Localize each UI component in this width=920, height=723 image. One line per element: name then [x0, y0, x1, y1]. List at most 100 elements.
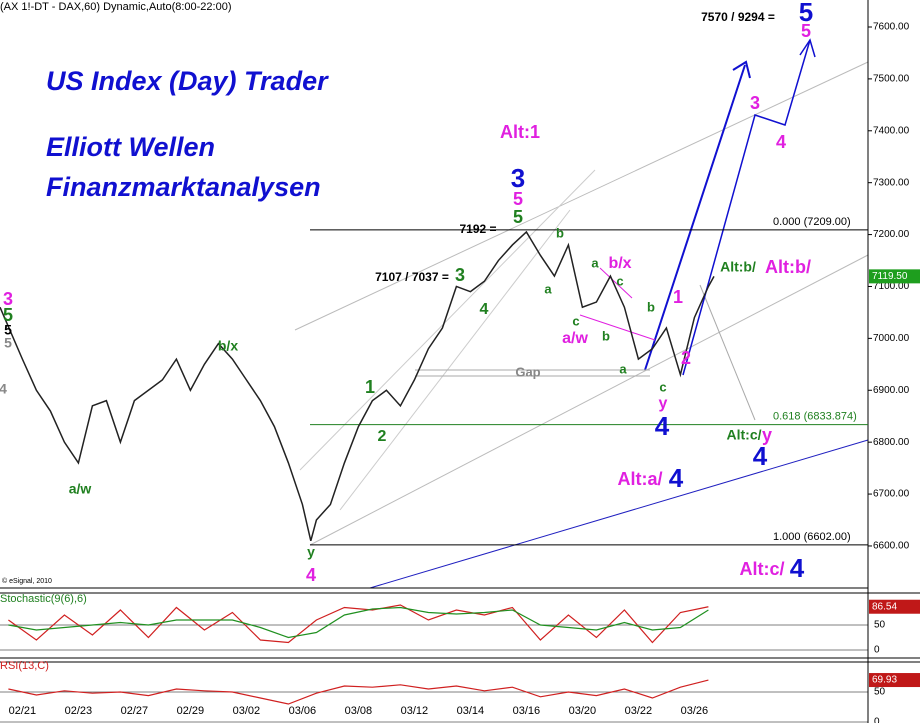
wave-label: a: [544, 281, 552, 296]
wave-label: 7107 / 7037 =: [375, 270, 449, 284]
price-line: [0, 230, 715, 541]
wave-label: b: [647, 299, 655, 314]
wave-label: b: [602, 328, 610, 343]
wave-label: a/w: [69, 481, 92, 497]
wave-label: 5: [513, 189, 523, 209]
x-tick-label: 03/14: [457, 705, 485, 717]
y-tick-label: 7200.00: [873, 229, 910, 240]
x-tick-label: 03/16: [513, 705, 541, 717]
wave-label: Alt:c/: [740, 559, 785, 579]
arrow-head: [732, 60, 751, 79]
x-tick-label: 02/27: [121, 705, 149, 717]
y-tick-label: 6600.00: [873, 541, 910, 552]
x-tick-label: 02/29: [177, 705, 205, 717]
indicator-line: [8, 606, 709, 639]
fib-label: 1.000 (6602.00): [773, 531, 851, 543]
x-tick-label: 03/20: [569, 705, 597, 717]
wave-label: a: [591, 255, 599, 270]
indicator-last-box: [869, 673, 920, 688]
x-tick-label: 02/21: [9, 705, 37, 717]
wave-line: [579, 314, 656, 341]
last-value-label: 7119.50: [872, 271, 908, 282]
x-tick-label: 02/23: [65, 705, 93, 717]
wave-label: 2: [681, 348, 691, 368]
projection-line: [699, 284, 756, 421]
fib-label: 0.000 (7209.00): [773, 216, 851, 228]
wave-label: c: [616, 273, 623, 288]
x-tick-label: 03/12: [401, 705, 429, 717]
indicator-tick-label: 50: [874, 620, 886, 631]
indicator-last-box: [869, 599, 920, 614]
wave-label: 4: [776, 132, 786, 152]
wave-label: Alt:b/: [720, 259, 756, 275]
wave-label: Alt:b/: [765, 257, 811, 277]
wave-label: 1: [365, 377, 375, 397]
y-tick-label: 6900.00: [873, 385, 910, 396]
last-value-box: [869, 269, 920, 284]
wave-label: 3: [455, 265, 465, 285]
y-tick-label: 7000.00: [873, 333, 910, 344]
wave-label: Gap: [515, 364, 540, 379]
y-tick-label: 7500.00: [873, 74, 910, 85]
wave-label: b: [556, 225, 564, 240]
y-tick-label: 6800.00: [873, 437, 910, 448]
indicator-line: [8, 679, 709, 705]
x-tick-label: 03/08: [345, 705, 373, 717]
indicator-tick-label: 50: [874, 687, 886, 698]
wave-label: Alt:1: [500, 122, 540, 142]
channel-line: [294, 61, 869, 331]
wave-label: 5: [799, 0, 813, 27]
wave-label: 5: [3, 305, 13, 325]
wave-label: 7570 / 9294 =: [701, 10, 775, 24]
wave-label: a: [619, 361, 627, 376]
wave-label: 5: [513, 207, 523, 227]
wave-label: 3: [511, 163, 525, 193]
y-tick-label: 7400.00: [873, 125, 910, 136]
wave-label: b/x: [608, 255, 631, 272]
wave-label: y: [307, 544, 315, 560]
y-tick-label: 7300.00: [873, 177, 910, 188]
indicator-line: [8, 604, 709, 644]
wave-path: [682, 39, 811, 376]
wave-label: y: [762, 425, 772, 445]
trend-lines: [294, 38, 869, 589]
wave-label: 2: [378, 428, 387, 445]
x-tick-label: 03/02: [233, 705, 261, 717]
y-tick-label: 7600.00: [873, 22, 910, 33]
wave-label: 4: [0, 381, 7, 397]
wave-label: 5: [801, 21, 811, 41]
wave-label: 4: [790, 553, 805, 583]
indicator-tick-label: 0: [874, 717, 880, 723]
channel-line: [299, 169, 596, 471]
wave-label: 4: [480, 301, 489, 318]
panel-label: Stochastic(9(6),6): [0, 593, 87, 605]
title: Finanzmarktanalysen: [46, 172, 321, 202]
panel-label: RSI(13,C): [0, 660, 49, 672]
x-tick-label: 03/26: [681, 705, 709, 717]
wave-label: 4: [655, 411, 670, 441]
channel-line: [309, 254, 869, 546]
header: (AX 1!-DT - DAX,60) Dynamic,Auto(8:00-22…: [0, 1, 232, 13]
wave-label: 3: [750, 93, 760, 113]
wave-label: 7192 =: [459, 222, 496, 236]
wave-label: Alt:a/: [618, 469, 663, 489]
wave-label: Alt:c/: [727, 427, 762, 443]
wave-label: 1: [673, 287, 683, 307]
indicator-last-label: 86.54: [872, 601, 897, 612]
wave-arrow: [644, 64, 746, 371]
wave-label: b/x: [218, 338, 238, 354]
indicator-tick-label: 0: [874, 645, 880, 656]
wave-label: 4: [306, 565, 316, 585]
wave-label: y: [659, 395, 668, 412]
indicator-last-label: 69.93: [872, 675, 897, 686]
wave-label: 4: [669, 463, 684, 493]
wave-line: [599, 267, 633, 299]
y-tick-label: 7100.00: [873, 281, 910, 292]
arrow-head: [799, 38, 816, 58]
title: US Index (Day) Trader: [46, 66, 329, 96]
x-tick-label: 03/06: [289, 705, 317, 717]
wave-label: 4: [753, 441, 768, 471]
wave-label: a/w: [562, 330, 588, 347]
